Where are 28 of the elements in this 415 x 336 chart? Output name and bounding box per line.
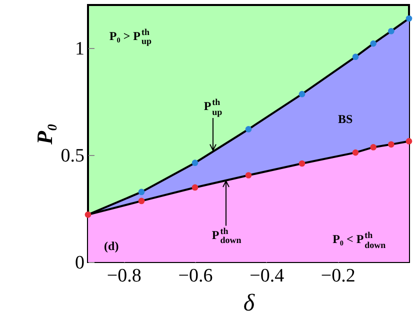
- annotation: BS: [338, 112, 353, 126]
- x-tick-label: −0.8: [106, 266, 142, 286]
- x-tick-label: −0.6: [178, 266, 213, 286]
- y-tick-label: 0.5: [60, 145, 84, 166]
- y-axis-title: P₀: [32, 123, 57, 146]
- annotation: (d): [104, 238, 119, 253]
- point: [352, 149, 359, 156]
- point: [370, 144, 376, 150]
- y-tick-label: 0: [75, 252, 84, 274]
- point: [298, 160, 306, 167]
- point: [138, 188, 145, 196]
- point: [192, 160, 198, 166]
- point: [406, 15, 412, 22]
- y-tick-label: 1: [75, 38, 84, 60]
- point: [245, 172, 252, 178]
- point: [138, 198, 145, 204]
- point: [352, 54, 359, 60]
- point: [298, 90, 306, 98]
- point: [370, 40, 376, 47]
- point: [192, 184, 198, 191]
- point: [388, 141, 394, 148]
- x-axis-title: δ: [243, 290, 256, 316]
- point: [245, 126, 252, 132]
- x-tick-label: −0.4: [250, 266, 285, 286]
- point: [388, 28, 394, 34]
- x-tick-label: −0.2: [320, 266, 356, 286]
- point: [84, 212, 92, 218]
- point: [406, 138, 412, 144]
